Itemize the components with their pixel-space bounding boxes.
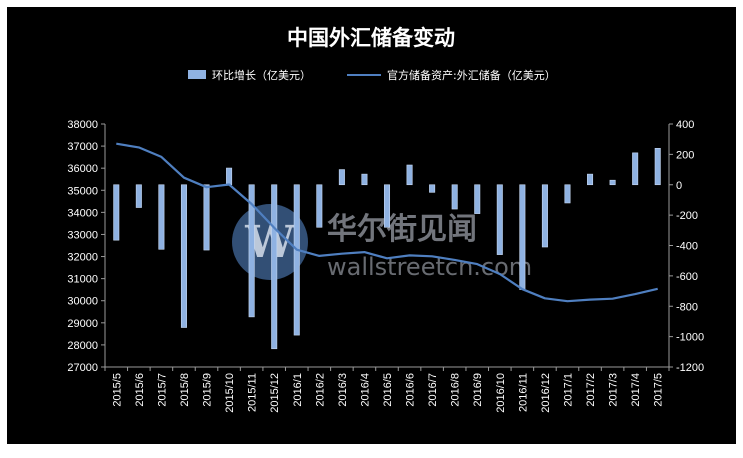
x-tick-label: 2015/11 (247, 373, 259, 412)
bar (180, 184, 187, 328)
x-tick-label: 2016/7 (427, 373, 439, 407)
x-tick-label: 2015/10 (224, 373, 236, 413)
y-left-tick-label: 29000 (67, 318, 98, 330)
y-left-tick-label: 32000 (67, 252, 98, 264)
chart-legend: 环比增长（亿美元） 官方储备资产:外汇储备（亿美元） (188, 68, 556, 82)
bar (541, 184, 548, 248)
x-tick-label: 2016/3 (337, 373, 349, 407)
bar (113, 184, 120, 241)
y-right-tick-label: -800 (676, 301, 698, 313)
legend-bar-label: 环比增长（亿美元） (212, 68, 311, 82)
x-tick-label: 2017/2 (585, 373, 597, 407)
y-left-tick-label: 34000 (67, 207, 98, 219)
y-left-tick-label: 30000 (67, 296, 98, 308)
legend-bar-swatch (188, 70, 206, 79)
y-left-tick-label: 35000 (67, 185, 98, 197)
line-series (116, 142, 658, 303)
chart-axes: 27000 28000 29000 30000 31000 32000 33000 34000… (67, 119, 704, 413)
y-left-tick-label: 36000 (67, 163, 98, 175)
bar (361, 173, 368, 186)
y-left-tick-label: 31000 (67, 274, 98, 286)
bar (293, 184, 300, 336)
bar-series (113, 148, 661, 350)
bar (406, 164, 413, 186)
bar (203, 184, 210, 251)
bar (496, 184, 503, 255)
bar (383, 184, 391, 228)
x-tick-label: 2016/10 (495, 373, 507, 413)
bar (632, 152, 639, 186)
y-right-tick-label: -1200 (676, 362, 704, 374)
x-tick-label: 2015/7 (156, 373, 168, 407)
x-tick-label: 2015/9 (202, 373, 214, 407)
x-tick-label: 2016/12 (540, 373, 552, 413)
x-tick-label: 2015/6 (134, 373, 146, 407)
x-tick-label: 2016/4 (359, 373, 371, 407)
bar (587, 173, 594, 186)
x-tick-label: 2017/3 (608, 373, 620, 407)
x-tick-label: 2017/5 (653, 373, 665, 407)
x-tick-label: 2017/4 (630, 373, 642, 407)
bar (564, 184, 571, 204)
y-right-tick-label: -400 (676, 241, 698, 253)
y-left-tick-label: 38000 (67, 119, 98, 131)
x-tick-label: 2016/8 (450, 373, 462, 407)
y-right-tick-label: 400 (676, 119, 694, 131)
x-tick-label: 2016/9 (472, 373, 484, 407)
watermark-brand-cn: 华尔街见闻 (327, 212, 477, 247)
x-tick-label: 2016/1 (292, 373, 304, 407)
y-left-tick-label: 37000 (67, 141, 98, 153)
y-left-tick-label: 27000 (67, 362, 98, 374)
bar (429, 184, 436, 193)
bar (474, 184, 481, 214)
bar (226, 167, 233, 186)
bar (451, 184, 458, 210)
chart-panel: W 华尔街见闻 wallstreetcn.com 中国外汇储备变动 环比增长（亿… (7, 7, 736, 444)
bar (654, 148, 661, 186)
bar (135, 184, 142, 208)
bar (338, 169, 345, 186)
watermark-brand-en: wallstreetcn.com (327, 253, 532, 281)
y-right-tick-label: 0 (676, 180, 682, 192)
y-right-tick-label: -600 (676, 271, 698, 283)
x-tick-label: 2015/8 (179, 373, 191, 407)
legend-line-label: 官方储备资产:外汇储备（亿美元） (387, 68, 556, 82)
bar (158, 184, 165, 250)
chart-canvas: W 华尔街见闻 wallstreetcn.com 中国外汇储备变动 环比增长（亿… (67, 26, 704, 413)
y-right-tick-label: -1000 (676, 332, 704, 344)
x-tick-label: 2015/12 (269, 373, 281, 413)
x-tick-label: 2016/5 (382, 373, 394, 407)
x-tick-label: 2016/11 (517, 373, 529, 412)
x-tick-label: 2016/6 (405, 373, 417, 407)
y-right-tick-label: -200 (676, 210, 698, 222)
bar (271, 184, 278, 350)
y-left-tick-label: 33000 (67, 229, 98, 241)
x-tick-label: 2015/5 (111, 373, 123, 407)
y-left-tick-label: 28000 (67, 340, 98, 352)
bar (248, 184, 255, 318)
x-tick-label: 2017/1 (562, 373, 574, 407)
bar (609, 179, 616, 186)
bar (519, 184, 526, 290)
bar (316, 184, 323, 228)
y-right-tick-label: 200 (676, 149, 694, 161)
chart-title: 中国外汇储备变动 (287, 26, 455, 50)
series-line (116, 142, 658, 303)
x-tick-label: 2016/2 (314, 373, 326, 407)
